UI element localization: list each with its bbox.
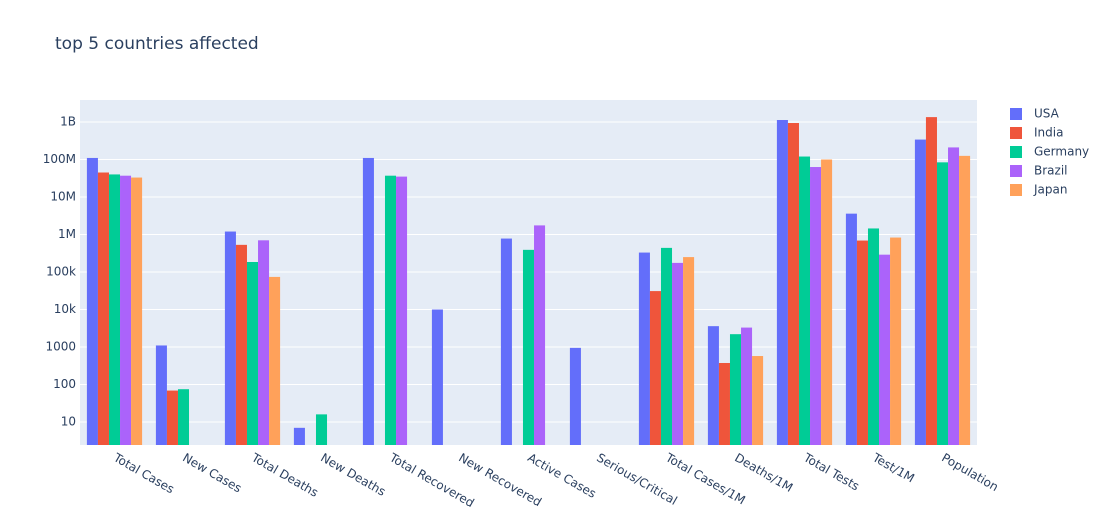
bar — [638, 252, 650, 445]
x-tick-label: New Deaths — [318, 451, 388, 499]
bar — [362, 157, 374, 445]
y-tick-label: 1B — [60, 114, 76, 128]
bar — [890, 237, 902, 445]
legend-label: Brazil — [1034, 164, 1068, 178]
y-tick-label: 1000 — [45, 340, 76, 354]
bar — [752, 356, 764, 445]
bar — [741, 327, 753, 445]
bar — [131, 177, 143, 445]
legend-swatch — [1010, 108, 1022, 120]
legend-swatch — [1010, 165, 1022, 177]
y-tick-label: 10M — [50, 190, 76, 204]
legend-label: USA — [1034, 107, 1060, 121]
legend-swatch — [1010, 127, 1022, 139]
bar — [396, 176, 408, 446]
bar — [431, 309, 443, 445]
x-tick-label: Total Deaths — [248, 450, 320, 500]
bar — [776, 120, 788, 445]
bar — [798, 156, 811, 445]
bar — [293, 427, 305, 445]
y-tick-label: 100 — [53, 377, 76, 391]
bar — [821, 159, 833, 446]
legend-label: Japan — [1033, 183, 1067, 197]
bar — [660, 247, 673, 445]
bar — [810, 167, 822, 446]
x-tick-label: Total Tests — [800, 450, 861, 493]
chart-title: top 5 countries affected — [55, 34, 259, 54]
bar — [166, 390, 178, 445]
bar — [97, 172, 109, 445]
bar — [522, 249, 535, 445]
bar — [936, 162, 949, 446]
bar — [384, 175, 397, 446]
bar — [224, 231, 236, 445]
bar — [534, 225, 546, 445]
x-tick-label: Deaths/1M — [732, 451, 795, 495]
bar — [569, 347, 581, 445]
bar — [707, 326, 719, 445]
bar — [948, 147, 960, 445]
bar — [925, 117, 937, 446]
bar — [683, 257, 695, 445]
bar — [235, 244, 247, 445]
bar — [258, 240, 270, 445]
bar — [108, 174, 121, 445]
y-tick-label: 100M — [43, 152, 76, 166]
bar — [914, 139, 926, 446]
bar — [787, 123, 799, 445]
bar — [155, 345, 167, 445]
y-tick-label: 10k — [54, 302, 76, 316]
bar — [246, 261, 259, 445]
bar — [269, 276, 281, 445]
bar — [315, 414, 328, 445]
legend-label: India — [1034, 126, 1063, 140]
bar — [856, 240, 868, 445]
bar — [177, 389, 190, 445]
bar — [879, 254, 891, 445]
bar — [718, 362, 730, 445]
y-tick-label: 1M — [58, 227, 76, 241]
x-tick-label: New Cases — [180, 451, 244, 496]
x-tick-label: Total Cases — [110, 450, 176, 496]
legend-label: Germany — [1034, 145, 1089, 159]
x-tick-label: Test/1M — [869, 450, 916, 485]
legend-swatch — [1010, 146, 1022, 158]
y-tick-label: 10 — [61, 415, 76, 429]
bar — [672, 262, 684, 445]
bar — [729, 334, 742, 445]
x-tick-label: Population — [939, 451, 1001, 495]
bar — [86, 157, 98, 445]
bar — [867, 228, 880, 445]
bar — [649, 291, 661, 445]
bar — [500, 238, 512, 445]
bar — [959, 155, 971, 445]
bar — [120, 175, 132, 446]
y-tick-label: 100k — [46, 265, 76, 279]
bar — [845, 213, 857, 445]
legend-swatch — [1010, 184, 1022, 196]
